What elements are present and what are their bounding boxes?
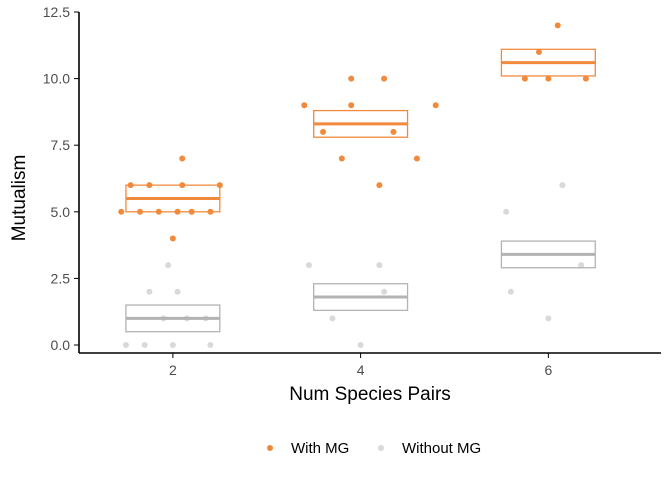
legend-key xyxy=(267,445,273,451)
point-without-mg xyxy=(122,342,129,349)
point-with-mg xyxy=(545,75,552,82)
y-axis-title: Mutualism xyxy=(9,155,30,242)
point-with-mg xyxy=(338,155,345,162)
x-axis-title: Num Species Pairs xyxy=(289,384,451,405)
y-tick-label: 10.0 xyxy=(43,71,70,87)
point-with-mg xyxy=(348,102,355,109)
point-with-mg xyxy=(179,155,186,162)
point-with-mg xyxy=(582,75,589,82)
point-without-mg xyxy=(376,262,383,269)
point-with-mg xyxy=(348,75,355,82)
point-without-mg xyxy=(507,288,514,295)
point-with-mg xyxy=(320,128,327,135)
point-with-mg xyxy=(432,102,439,109)
y-tick-label: 2.5 xyxy=(51,270,71,286)
legend-label: With MG xyxy=(291,440,349,457)
point-without-mg xyxy=(165,262,172,269)
x-axis-ticks: 2 4 6 xyxy=(169,353,552,378)
point-with-mg xyxy=(535,48,542,55)
x-tick-label: 6 xyxy=(544,362,552,378)
point-without-mg xyxy=(141,342,148,349)
y-tick-label: 0.0 xyxy=(51,337,71,353)
point-without-mg xyxy=(169,342,176,349)
y-axis-ticks: 0.0 2.5 5.0 7.5 10.0 12.5 xyxy=(43,4,79,353)
legend-label: Without MG xyxy=(402,440,481,457)
point-without-mg xyxy=(578,262,585,269)
point-with-mg xyxy=(390,128,397,135)
point-without-mg xyxy=(545,315,552,322)
point-with-mg xyxy=(413,155,420,162)
point-without-mg xyxy=(381,288,388,295)
y-tick-label: 5.0 xyxy=(51,204,71,220)
point-without-mg xyxy=(174,288,181,295)
point-with-mg xyxy=(118,208,125,215)
point-with-mg xyxy=(376,182,383,189)
point-with-mg xyxy=(521,75,528,82)
point-without-mg xyxy=(559,182,566,189)
point-with-mg xyxy=(169,235,176,242)
y-tick-label: 12.5 xyxy=(43,4,70,20)
point-without-mg xyxy=(305,262,312,269)
x-tick-label: 4 xyxy=(357,362,365,378)
legend-key xyxy=(378,445,384,451)
point-with-mg xyxy=(301,102,308,109)
point-without-mg xyxy=(207,342,214,349)
plot-marks xyxy=(118,22,596,349)
point-with-mg xyxy=(381,75,388,82)
point-with-mg xyxy=(554,22,561,29)
point-without-mg xyxy=(503,208,510,215)
point-without-mg xyxy=(357,342,364,349)
point-without-mg xyxy=(329,315,336,322)
legend: With MG Without MG xyxy=(267,440,481,457)
point-without-mg xyxy=(146,288,153,295)
x-tick-label: 2 xyxy=(169,362,177,378)
y-tick-label: 7.5 xyxy=(51,137,71,153)
